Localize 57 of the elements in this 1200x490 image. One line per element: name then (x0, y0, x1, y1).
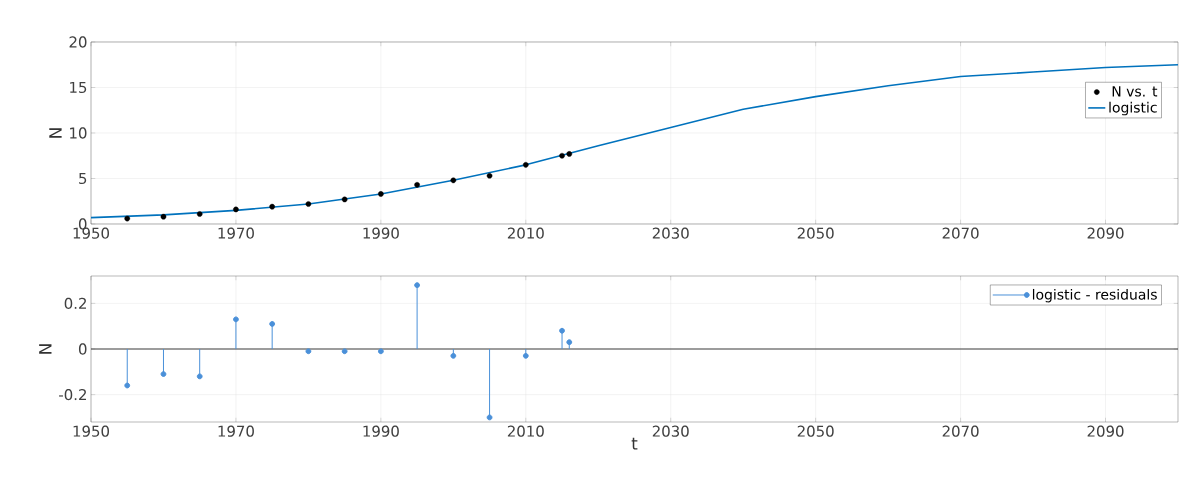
point (522, 352, 529, 359)
point (160, 213, 167, 220)
point (269, 321, 276, 327)
x-tick-label: 2010 (507, 425, 544, 437)
point (124, 382, 131, 389)
point (341, 196, 348, 203)
point (160, 371, 167, 377)
point (305, 201, 312, 207)
line-series (91, 63, 1178, 219)
point (450, 177, 457, 184)
x-tick-label: 2090 (1087, 425, 1124, 437)
legend-label: N vs. t (1112, 86, 1158, 97)
x-tick-label: 2030 (652, 425, 689, 437)
x-tick-label: 2030 (652, 227, 689, 239)
x-tick-label: 1950 (73, 425, 110, 437)
point (233, 316, 239, 323)
y-tick-label: 5 (79, 172, 87, 185)
point (414, 282, 420, 289)
point (124, 215, 131, 222)
y-tick-label: 0 (78, 343, 87, 355)
legend-label: logistic (1109, 101, 1157, 116)
y-tick-label: 10 (70, 127, 87, 139)
point (233, 206, 239, 213)
point (269, 203, 275, 210)
point (196, 373, 203, 380)
x-tick-label: 1970 (218, 425, 254, 437)
y-tick-label: 0.2 (64, 297, 86, 310)
point (377, 348, 384, 355)
x-tick-label: 2010 (507, 227, 544, 239)
x-tick-label: 2090 (1087, 227, 1124, 239)
y-axis-title: N (49, 128, 62, 138)
x-tick-label: 2050 (797, 425, 834, 437)
point (559, 327, 565, 334)
point (341, 348, 348, 355)
x-tick-label: 2070 (942, 425, 979, 437)
x-tick-label: 2070 (942, 227, 979, 239)
x-axis-title: t (631, 437, 638, 450)
point (450, 352, 457, 359)
x-tick-label: 1990 (363, 425, 399, 437)
point (486, 414, 493, 421)
x-tick-label: 1990 (363, 227, 399, 239)
y-tick-label: 20 (69, 36, 87, 48)
point (196, 211, 203, 217)
point (559, 152, 565, 159)
y-tick-label: 15 (70, 81, 87, 94)
x-tick-label: 2050 (797, 227, 834, 239)
point (414, 182, 420, 188)
point (486, 172, 493, 179)
point (566, 339, 573, 346)
point (378, 191, 384, 197)
point (523, 162, 529, 168)
point (305, 348, 312, 355)
y-tick-label: -0.2 (59, 388, 86, 401)
point (566, 151, 573, 157)
legend-label: logistic - residuals (1032, 288, 1157, 303)
y-axis-title: N (39, 344, 52, 354)
x-tick-label: 1970 (218, 227, 254, 239)
